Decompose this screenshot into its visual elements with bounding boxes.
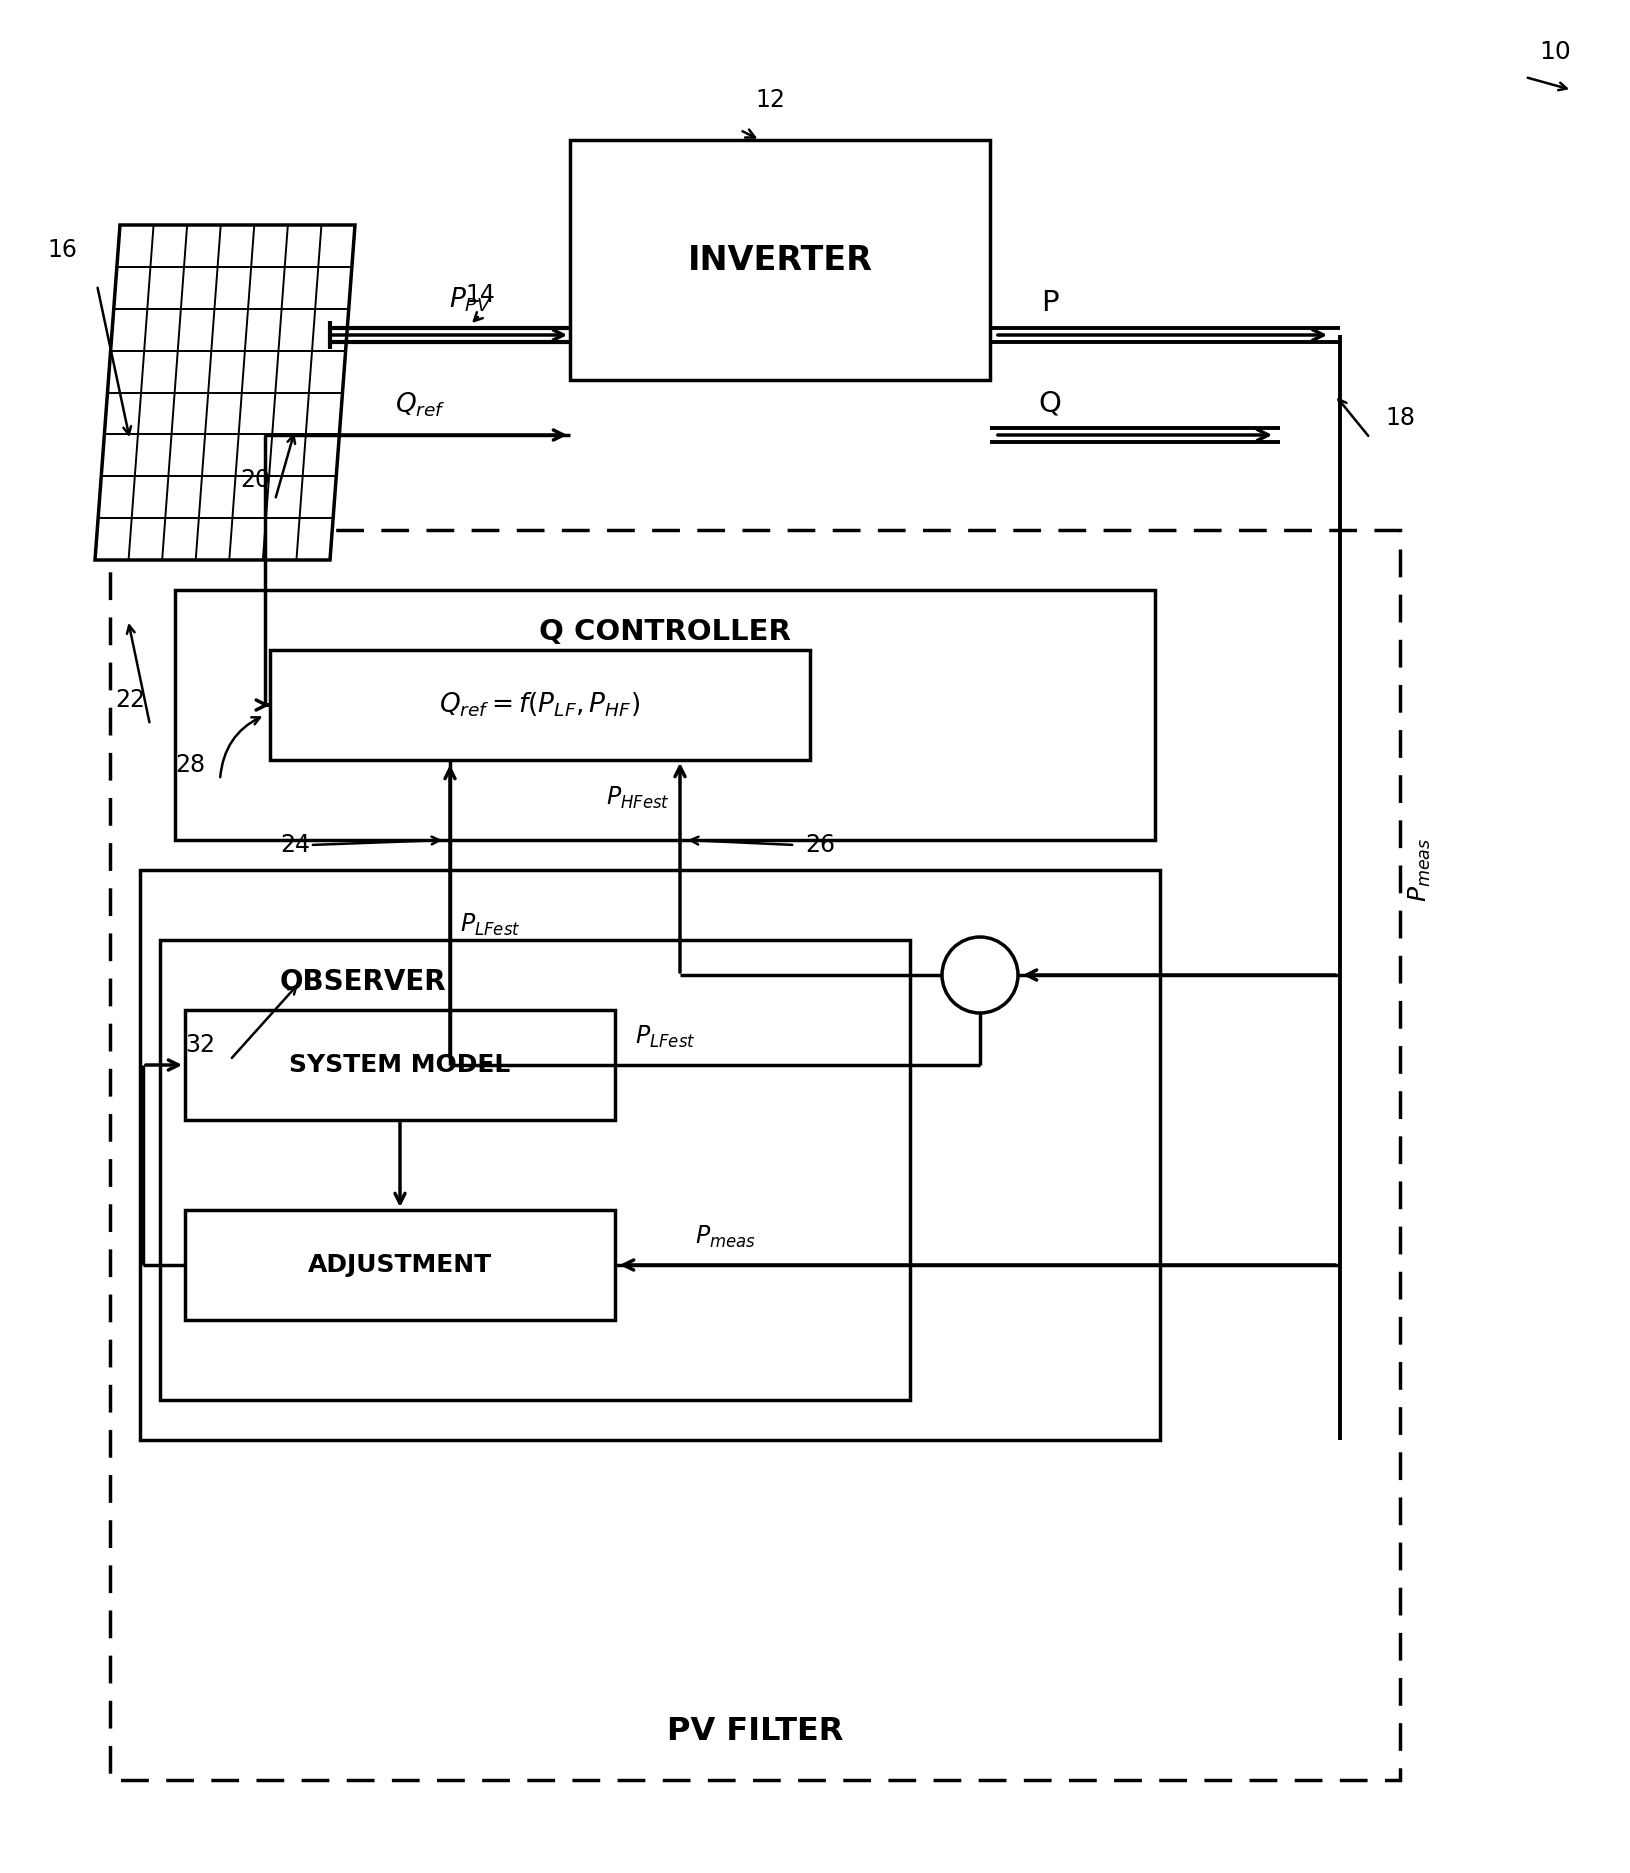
Text: 28: 28 [174,753,205,777]
Text: 14: 14 [465,283,494,307]
Bar [271,650,810,760]
Text: 22: 22 [116,687,145,712]
Text: $Q_{ref}$: $Q_{ref}$ [394,391,445,420]
Text: 18: 18 [1384,406,1415,431]
Text: 20: 20 [240,468,271,493]
Circle shape [942,936,1017,1013]
Text: PV FILTER: PV FILTER [667,1716,843,1748]
Text: $P_{meas}$: $P_{meas}$ [694,1223,755,1249]
Text: Q: Q [1038,390,1061,418]
Bar [140,869,1159,1440]
Bar [569,140,989,380]
Bar [109,530,1399,1779]
Text: $P_{PV}$: $P_{PV}$ [448,287,491,315]
Text: 16: 16 [47,238,77,262]
Text: 32: 32 [184,1034,215,1056]
Text: $P_{LFest}$: $P_{LFest}$ [460,912,520,938]
Text: ADJUSTMENT: ADJUSTMENT [308,1253,492,1277]
Text: OBSERVER: OBSERVER [280,968,447,996]
Text: $P_{LFest}$: $P_{LFest}$ [634,1025,696,1051]
Bar [184,1210,615,1320]
Polygon shape [95,225,355,560]
Text: 24: 24 [280,833,310,858]
Text: P: P [1040,288,1058,317]
Text: $Q_{ref}=f(P_{LF},P_{HF})$: $Q_{ref}=f(P_{LF},P_{HF})$ [438,691,641,719]
Text: 10: 10 [1539,39,1570,64]
Text: INVERTER: INVERTER [688,243,872,277]
Text: −: − [981,976,1006,1004]
Text: $P_{meas}$: $P_{meas}$ [1407,837,1433,903]
Text: $P_{HFest}$: $P_{HFest}$ [606,785,670,811]
Text: 26: 26 [805,833,835,858]
Bar [184,1010,615,1120]
Text: SYSTEM MODEL: SYSTEM MODEL [289,1053,510,1077]
Text: +: + [981,950,1001,974]
Text: Q CONTROLLER: Q CONTROLLER [540,618,791,646]
Text: 12: 12 [755,88,784,112]
Bar [160,940,910,1399]
Bar [174,590,1154,839]
